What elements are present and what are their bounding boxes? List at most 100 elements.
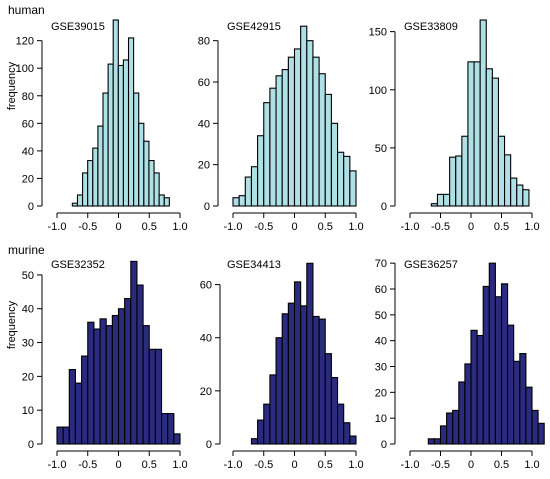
histogram-bar bbox=[244, 176, 253, 207]
histogram-bar bbox=[257, 135, 265, 207]
histogram-bar bbox=[143, 140, 150, 207]
y-tick-label: 20 bbox=[22, 173, 34, 185]
histogram-bar bbox=[133, 92, 140, 207]
panels: -1.0 -0.5 0 0.5 1.0020406080100120GSE39015-1… bbox=[16, 19, 545, 471]
x-tick-label: 0 bbox=[291, 221, 297, 233]
histogram-bar bbox=[464, 363, 472, 445]
histogram-panel-GSE34413: -1.0 -0.5 0 0.5 1.0 0 20 40 60 GSE34413 bbox=[200, 259, 364, 471]
x-tick-label: -1.0 bbox=[48, 459, 67, 471]
histogram-bar bbox=[439, 425, 448, 445]
histogram-bar bbox=[482, 285, 490, 445]
histogram-bar bbox=[82, 172, 89, 207]
y-axis-label-human: frequency bbox=[6, 61, 18, 110]
histogram-bar bbox=[263, 102, 271, 207]
y-tick-label: 150 bbox=[369, 27, 387, 39]
y-tick-label: 0 bbox=[381, 201, 387, 213]
histogram-bar bbox=[312, 56, 320, 207]
histogram-bar bbox=[510, 177, 518, 207]
histogram-bar bbox=[513, 360, 521, 445]
histogram-bar bbox=[336, 403, 345, 445]
histogram-bar bbox=[56, 426, 64, 445]
y-tick-label: 40 bbox=[375, 336, 387, 348]
x-tick-label: 0 bbox=[115, 459, 121, 471]
histogram-bar bbox=[446, 412, 454, 445]
histogram-bar bbox=[324, 93, 332, 207]
histogram-bar bbox=[287, 302, 296, 445]
histogram-bar bbox=[275, 337, 283, 445]
histogram-bar bbox=[519, 353, 527, 445]
x-tick-label: -1.0 bbox=[401, 221, 420, 233]
histogram-bar bbox=[293, 281, 302, 445]
x-tick-label: 1.0 bbox=[172, 221, 187, 233]
histogram-panel-GSE33809: -1.0 -0.5 0 0.5 1.0 0 50 100 150 GSE33809 bbox=[369, 19, 540, 233]
histogram-bar bbox=[68, 369, 77, 445]
histogram-bar bbox=[491, 77, 500, 207]
histogram-bar bbox=[107, 63, 114, 207]
y-tick-label: 80 bbox=[198, 36, 210, 48]
histogram-bar bbox=[111, 314, 120, 445]
histogram-bar bbox=[122, 59, 130, 207]
histogram-bar bbox=[479, 19, 487, 207]
y-tick-label: 60 bbox=[198, 77, 210, 89]
row-label-human: human bbox=[8, 3, 45, 17]
histogram-bar bbox=[158, 194, 165, 207]
panel-title: GSE36257 bbox=[404, 259, 458, 271]
histogram-bar bbox=[124, 298, 132, 445]
y-tick-label: 40 bbox=[200, 333, 212, 345]
histogram-bar bbox=[349, 435, 357, 445]
histogram-bar bbox=[300, 305, 308, 445]
y-tick-label: 0 bbox=[206, 439, 212, 451]
histogram-bar bbox=[427, 438, 435, 445]
histogram-bar bbox=[281, 313, 289, 445]
histogram-bar bbox=[87, 321, 95, 445]
y-tick-label: 70 bbox=[375, 258, 387, 270]
histogram-panel-GSE36257: -1.0 -0.5 0 0.5 1.0 0 10 20 30 40 50 60 70 GSE36257 bbox=[375, 258, 545, 471]
x-tick-label: 0 bbox=[291, 459, 297, 471]
histogram-bar bbox=[455, 155, 463, 207]
histogram-bar bbox=[473, 61, 481, 207]
histogram-bar bbox=[500, 283, 509, 445]
histogram-panel-GSE42915: -1.0 -0.5 0 0.5 1.0 0 20 40 60 80 GSE42915 bbox=[198, 21, 364, 233]
x-tick-label: -1.0 bbox=[224, 221, 243, 233]
histogram-bar bbox=[269, 87, 277, 207]
histogram-bar bbox=[318, 73, 326, 207]
histogram-bar bbox=[522, 189, 530, 207]
histogram-bar bbox=[497, 135, 506, 207]
y-axis-label-murine: frequency bbox=[6, 300, 18, 349]
histogram-bar bbox=[458, 381, 466, 445]
y-tick-label: 100 bbox=[16, 63, 34, 75]
histogram-bar bbox=[250, 166, 259, 207]
x-tick-label: 1.0 bbox=[524, 221, 539, 233]
histogram-bar bbox=[476, 334, 484, 445]
y-tick-label: 50 bbox=[22, 270, 34, 282]
panel-title: GSE34413 bbox=[227, 259, 281, 271]
histogram-bar bbox=[516, 184, 524, 207]
histogram-bar bbox=[449, 156, 457, 207]
histogram-panel-GSE32352: -1.0 -0.5 0 0.5 1.0 0 10 20 30 40 50 GSE32352 bbox=[22, 259, 188, 471]
histogram-bar bbox=[74, 382, 83, 445]
panel-title: GSE33809 bbox=[404, 21, 458, 33]
histogram-bar bbox=[430, 203, 439, 207]
histogram-bar bbox=[173, 433, 181, 445]
x-tick-label: -0.5 bbox=[254, 221, 273, 233]
histogram-bar bbox=[275, 75, 283, 207]
histogram-bar bbox=[163, 197, 170, 207]
y-tick-label: 20 bbox=[198, 160, 210, 172]
x-tick-label: 0 bbox=[115, 221, 121, 233]
y-tick-label: 40 bbox=[22, 304, 34, 316]
histogram-bar bbox=[263, 403, 271, 445]
histogram-bar bbox=[81, 355, 89, 445]
histogram-bar bbox=[167, 413, 175, 445]
y-tick-label: 60 bbox=[22, 118, 34, 130]
x-tick-label: 0.5 bbox=[494, 459, 509, 471]
x-tick-label: -1.0 bbox=[48, 221, 67, 233]
histogram-bar bbox=[99, 318, 107, 445]
y-tick-label: 20 bbox=[375, 387, 387, 399]
x-tick-label: 0 bbox=[468, 221, 474, 233]
panel-title: GSE39015 bbox=[51, 21, 105, 33]
histogram-bar bbox=[76, 194, 84, 207]
histogram-bar bbox=[436, 193, 445, 207]
histogram-bar bbox=[153, 172, 160, 207]
panel-title: GSE32352 bbox=[51, 259, 105, 271]
